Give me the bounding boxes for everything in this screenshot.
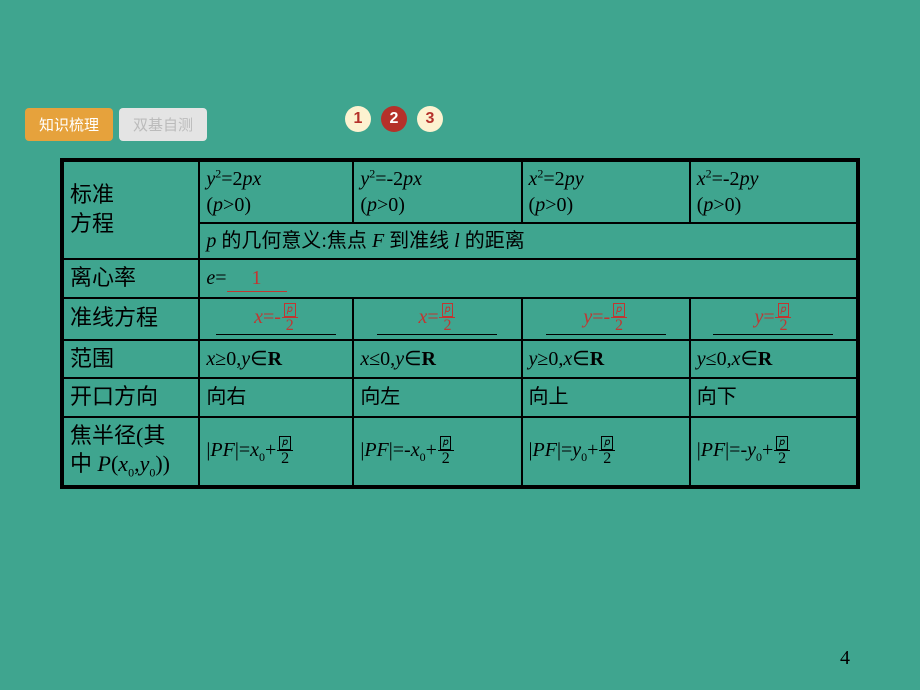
- row-label-directrix: 准线方程: [62, 298, 199, 340]
- page-dot-1[interactable]: 1: [345, 106, 371, 132]
- table-row: 开口方向 向右 向左 向上 向下: [62, 378, 858, 417]
- row-label-std: 标准方程: [62, 160, 199, 259]
- cell-open-4: 向下: [690, 378, 858, 417]
- cell-dir-2: x=𝑝2: [353, 298, 521, 340]
- row-label-range: 范围: [62, 340, 199, 379]
- ecc-value: 1: [227, 265, 287, 292]
- table-row: 范围 x≥0,y∈R x≤0,y∈R y≥0,x∈R y≤0,x∈R: [62, 340, 858, 379]
- cell-focal-3: |PF|=y0+𝑝2: [522, 417, 690, 488]
- cell-dir-1: x=-𝑝2: [199, 298, 353, 340]
- tab-knowledge[interactable]: 知识梳理: [25, 108, 113, 141]
- cell-eq-3: x2=2py(p>0): [522, 160, 690, 223]
- page-dot-3[interactable]: 3: [417, 106, 443, 132]
- cell-open-3: 向上: [522, 378, 690, 417]
- cell-ecc: e=1: [199, 259, 858, 298]
- table-row: 标准方程 y2=2px(p>0) y2=-2px(p>0) x2=2py(p>0…: [62, 160, 858, 223]
- cell-dir-3: y=-𝑝2: [522, 298, 690, 340]
- cell-focal-1: |PF|=x0+𝑝2: [199, 417, 353, 488]
- row-label-opening: 开口方向: [62, 378, 199, 417]
- cell-range-3: y≥0,x∈R: [522, 340, 690, 379]
- cell-eq-1: y2=2px(p>0): [199, 160, 353, 223]
- cell-range-4: y≤0,x∈R: [690, 340, 858, 379]
- cell-eq-2: y2=-2px(p>0): [353, 160, 521, 223]
- cell-range-1: x≥0,y∈R: [199, 340, 353, 379]
- cell-range-2: x≤0,y∈R: [353, 340, 521, 379]
- cell-focal-2: |PF|=-x0+𝑝2: [353, 417, 521, 488]
- row-label-ecc: 离心率: [62, 259, 199, 298]
- parabola-table: 标准方程 y2=2px(p>0) y2=-2px(p>0) x2=2py(p>0…: [60, 158, 860, 489]
- cell-dir-4: y=𝑝2: [690, 298, 858, 340]
- pager: 1 2 3: [345, 106, 443, 132]
- table-row: 焦半径(其中 P(x0,y0)) |PF|=x0+𝑝2 |PF|=-x0+𝑝2 …: [62, 417, 858, 488]
- cell-geo-meaning: p 的几何意义:焦点 F 到准线 l 的距离: [199, 223, 858, 259]
- table-row: 离心率 e=1: [62, 259, 858, 298]
- tab-selftest[interactable]: 双基自测: [119, 108, 207, 141]
- cell-open-2: 向左: [353, 378, 521, 417]
- cell-open-1: 向右: [199, 378, 353, 417]
- cell-eq-4: x2=-2py(p>0): [690, 160, 858, 223]
- page-number: 4: [840, 647, 850, 670]
- table-row: 准线方程 x=-𝑝2 x=𝑝2 y=-𝑝2 y=𝑝2: [62, 298, 858, 340]
- page-dot-2[interactable]: 2: [381, 106, 407, 132]
- tab-bar: 知识梳理 双基自测: [25, 108, 207, 141]
- cell-focal-4: |PF|=-y0+𝑝2: [690, 417, 858, 488]
- row-label-focal: 焦半径(其中 P(x0,y0)): [62, 417, 199, 488]
